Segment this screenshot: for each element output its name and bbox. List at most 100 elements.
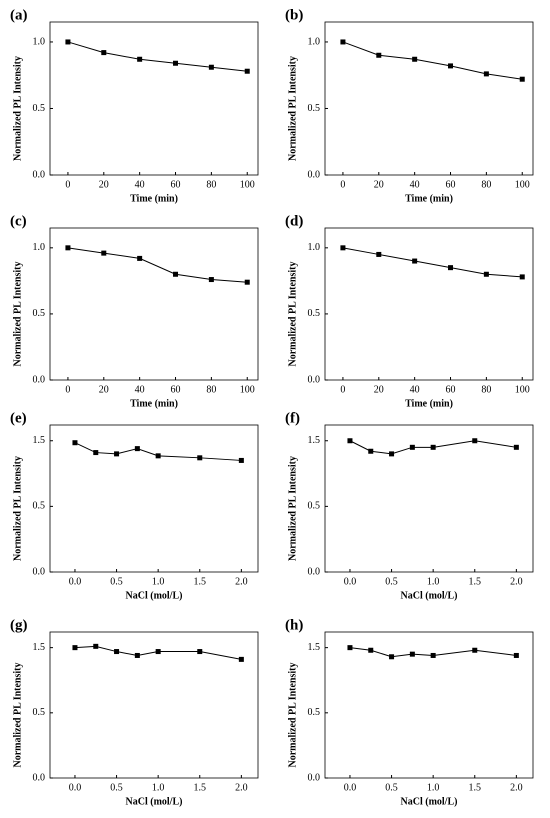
x-tick-label: 2.0 xyxy=(235,782,248,793)
axes-frame xyxy=(324,227,534,381)
marker xyxy=(340,245,346,251)
panel: (f) 0.0 0.5 1.5 0.0 0.5 1.0 1.5 2.0 NaCl (mol/L) N… xyxy=(285,410,534,601)
x-tick-label: 1.0 xyxy=(427,782,440,793)
y-tick-label: 0.0 xyxy=(308,566,321,577)
marker xyxy=(347,438,353,444)
y-tick-label: 0.0 xyxy=(33,566,46,577)
y-tick-label: 0.5 xyxy=(308,501,321,512)
x-tick-label: 40 xyxy=(410,384,420,395)
x-tick-label: 0.0 xyxy=(69,782,82,793)
y-axis-label: Normalized PL Intensity xyxy=(12,56,23,161)
marker xyxy=(244,68,250,74)
axes-frame xyxy=(49,21,259,176)
x-tick-label: 1.0 xyxy=(152,576,165,587)
x-axis-label: NaCl (mol/L) xyxy=(126,796,183,807)
y-axis-label: Normalized PL Intensity xyxy=(287,56,298,161)
marker xyxy=(72,440,78,446)
y-tick-label: 0.0 xyxy=(308,169,321,180)
panel: (a) 0.0 0.5 1.0 0 20 40 60 80 100 Time (min) Normal… xyxy=(10,7,259,204)
marker xyxy=(448,265,454,271)
x-tick-label: 100 xyxy=(240,179,255,190)
marker xyxy=(197,649,203,655)
axes-frame xyxy=(49,631,259,779)
marker xyxy=(409,651,415,657)
x-tick-label: 0.5 xyxy=(110,782,123,793)
panel: (c) 0.0 0.5 1.0 0 20 40 60 80 100 Time (min) Normal… xyxy=(10,213,259,409)
y-tick-label: 1.0 xyxy=(308,242,321,253)
panel: (h) 0.0 0.5 1.5 0.0 0.5 1.0 1.5 2.0 NaCl (mol/L) N… xyxy=(285,617,534,807)
panel: (g) 0.0 0.5 1.5 0.0 0.5 1.0 1.5 2.0 NaCl (mol/L) N… xyxy=(10,617,259,807)
x-tick-label: 20 xyxy=(374,384,384,395)
y-tick-label: 0.0 xyxy=(308,374,321,385)
y-axis-label: Normalized PL Intensity xyxy=(287,262,298,367)
data-line xyxy=(67,41,248,72)
y-tick-label: 1.0 xyxy=(33,242,46,253)
panel-label: (e) xyxy=(10,410,27,426)
x-tick-label: 0 xyxy=(65,179,70,190)
y-axis-label: Normalized PL Intensity xyxy=(12,262,23,367)
x-tick-label: 2.0 xyxy=(510,576,523,587)
y-tick-label: 0.5 xyxy=(33,501,46,512)
x-tick-label: 60 xyxy=(171,384,181,395)
panel-label: (c) xyxy=(10,213,27,229)
panel-label: (h) xyxy=(285,617,303,633)
x-axis-label: Time (min) xyxy=(405,398,453,409)
x-tick-label: 0.0 xyxy=(69,576,82,587)
marker xyxy=(472,647,478,653)
panel: (b) 0.0 0.5 1.0 0 20 40 60 80 100 Time (min) Normal… xyxy=(285,7,534,204)
marker xyxy=(483,71,489,77)
data-line xyxy=(67,247,248,283)
marker xyxy=(472,438,478,444)
x-tick-label: 60 xyxy=(446,384,456,395)
marker xyxy=(513,444,519,450)
data-line xyxy=(342,41,523,80)
marker xyxy=(114,649,120,655)
x-axis-label: Time (min) xyxy=(405,193,453,204)
axes-frame xyxy=(49,424,259,573)
axes-frame xyxy=(324,631,534,779)
x-tick-label: 60 xyxy=(171,179,181,190)
y-tick-label: 0.5 xyxy=(33,103,46,114)
marker xyxy=(368,448,374,454)
data-line xyxy=(342,247,523,278)
marker xyxy=(483,271,489,277)
marker xyxy=(389,654,395,660)
marker xyxy=(519,76,525,82)
marker xyxy=(238,457,244,463)
marker xyxy=(155,649,161,655)
marker xyxy=(376,52,382,58)
x-axis-label: Time (min) xyxy=(130,193,178,204)
x-tick-label: 80 xyxy=(481,384,491,395)
y-axis-label: Normalized PL Intensity xyxy=(287,663,298,768)
x-tick-label: 40 xyxy=(410,179,420,190)
marker xyxy=(519,274,525,280)
y-tick-label: 1.0 xyxy=(33,36,46,47)
x-tick-label: 20 xyxy=(99,179,109,190)
x-tick-label: 20 xyxy=(99,384,109,395)
x-tick-label: 2.0 xyxy=(235,576,248,587)
panel-label: (b) xyxy=(285,7,303,23)
x-tick-label: 40 xyxy=(135,384,145,395)
x-tick-label: 100 xyxy=(515,384,530,395)
x-axis-label: Time (min) xyxy=(130,398,178,409)
marker xyxy=(101,250,107,256)
panel: (e) 0.0 0.5 1.5 0.0 0.5 1.0 1.5 2.0 NaCl (mol/L) N… xyxy=(10,410,259,601)
y-axis-label: Normalized PL Intensity xyxy=(12,663,23,768)
marker xyxy=(101,50,107,56)
y-axis-label: Normalized PL Intensity xyxy=(12,456,23,561)
x-tick-label: 1.0 xyxy=(152,782,165,793)
x-tick-label: 1.0 xyxy=(427,576,440,587)
marker xyxy=(134,446,140,452)
marker xyxy=(173,271,179,277)
x-axis-label: NaCl (mol/L) xyxy=(401,590,458,601)
marker xyxy=(208,277,214,283)
panel: (d) 0.0 0.5 1.0 0 20 40 60 80 100 Time (min) Normal… xyxy=(285,213,534,409)
marker xyxy=(114,451,120,457)
y-tick-label: 0.0 xyxy=(33,374,46,385)
marker xyxy=(430,652,436,658)
marker xyxy=(347,645,353,651)
y-tick-label: 1.5 xyxy=(33,435,46,446)
marker xyxy=(197,455,203,461)
y-tick-label: 1.5 xyxy=(33,642,46,653)
